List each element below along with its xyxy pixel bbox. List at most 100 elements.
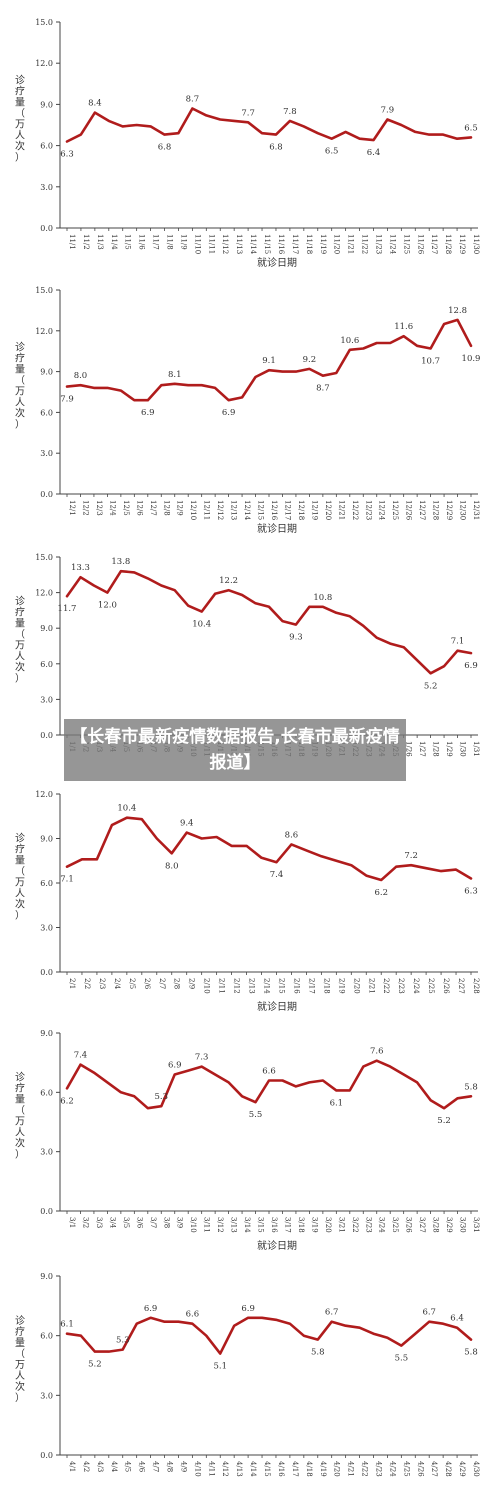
x-tick-label: 1/29: [445, 741, 453, 757]
data-label: 6.1: [60, 1320, 74, 1330]
x-tick-label: 3/14: [243, 1217, 251, 1233]
y-tick-label: 15.0: [35, 553, 53, 562]
x-tick-label: 12/15: [257, 500, 265, 520]
data-label: 6.8: [269, 143, 283, 153]
data-label: 6.7: [325, 1308, 339, 1318]
chart-panel-5: 0.0 3.0 6.0 9.0 3/1 3/2 3/3 3/4 3/5 3/6 3/7 3/8 3/9 3…: [15, 1029, 480, 1252]
x-tick-label: 2/15: [277, 978, 285, 994]
x-tick-label: 11/20: [333, 234, 341, 254]
data-label: 6.3: [464, 887, 478, 897]
series-line: [65, 816, 473, 882]
y-tick-label: 3.0: [40, 924, 53, 933]
x-tick-label: 12/18: [297, 500, 305, 520]
y-tick-label: 15.0: [35, 18, 53, 27]
y-tick-label: 6.0: [40, 660, 53, 669]
chart-panel-1: 0.0 3.0 6.0 9.0 12.0 15.0 11/1 11/2 11/3 11/4 11/5…: [15, 18, 480, 269]
x-tick-label: 4/1: [68, 1461, 76, 1472]
y-tick-label: 6.0: [40, 1088, 53, 1097]
data-label: 13.8: [111, 557, 130, 567]
data-label: 8.7: [186, 95, 200, 105]
x-tick-label: 4/19: [319, 1461, 327, 1477]
y-tick-label: 12.0: [35, 589, 53, 598]
x-tick-label: 4/16: [277, 1461, 285, 1477]
data-label: 6.2: [60, 1096, 74, 1106]
x-tick-label: 2/8: [173, 978, 181, 989]
x-tick-label: 11/28: [444, 234, 452, 254]
data-label: 6.9: [144, 1304, 158, 1314]
x-tick-label: 3/18: [297, 1217, 305, 1233]
x-tick-label: 11/25: [402, 234, 410, 254]
data-label: 5.1: [213, 1362, 227, 1372]
x-tick-label: 2/20: [352, 978, 360, 994]
x-tick-label: 11/11: [207, 234, 215, 254]
x-tick-label: 3/23: [364, 1217, 372, 1233]
x-tick-label: 11/29: [458, 234, 466, 254]
x-tick-label: 4/21: [347, 1461, 355, 1477]
series-line: [65, 1059, 473, 1110]
x-tick-label: 12/2: [81, 500, 89, 516]
x-tick-label: 12/24: [378, 500, 386, 521]
data-label: 6.9: [168, 1061, 182, 1071]
data-label: 5.2: [424, 681, 438, 691]
data-label: 9.2: [303, 355, 317, 365]
y-tick-label: 3.0: [40, 449, 53, 458]
x-tick-label: 12/13: [230, 500, 238, 520]
x-tick-label: 4/15: [263, 1461, 271, 1477]
data-label: 11.7: [58, 604, 77, 614]
data-label: 9.4: [180, 819, 194, 829]
x-tick-label: 4/4: [110, 1461, 118, 1473]
series-line: [65, 1316, 473, 1355]
data-label: 9.3: [289, 633, 303, 643]
chart-panel-2: 0.0 3.0 6.0 9.0 12.0 15.0 12/1 12/2 12/3 12/4 12/5…: [15, 286, 480, 535]
data-label: 5.8: [464, 1348, 478, 1358]
x-tick-label: 3/5: [122, 1217, 130, 1228]
x-tick-label: 4/17: [291, 1461, 299, 1477]
data-label: 7.3: [195, 1053, 209, 1063]
x-tick-label: 4/27: [430, 1461, 438, 1477]
data-label: 9.1: [262, 356, 276, 366]
y-axis-label: 诊疗量（万人次）: [15, 594, 25, 684]
x-tick-label: 12/19: [310, 500, 318, 520]
data-label: 6.1: [330, 1098, 344, 1108]
data-label: 6.9: [222, 408, 236, 418]
x-tick-label: 1/26: [405, 741, 413, 757]
x-tick-label: 4/29: [458, 1461, 466, 1477]
data-label: 8.1: [168, 370, 182, 380]
x-tick-label: 12/12: [216, 500, 224, 520]
x-tick-label: 2/19: [337, 978, 345, 994]
y-tick-label: 9.0: [40, 835, 53, 844]
x-tick-label: 4/30: [472, 1461, 480, 1477]
x-tick-label: 11/8: [166, 234, 174, 250]
x-tick-label: 3/20: [324, 1217, 332, 1233]
x-tick-label: 3/2: [81, 1217, 89, 1228]
data-label: 6.4: [450, 1314, 464, 1324]
y-axis-label: 诊疗量（万人次）: [15, 340, 25, 430]
x-tick-label: 2/22: [382, 978, 390, 994]
x-tick-label: 3/6: [135, 1217, 143, 1229]
x-tick-label: 2/28: [472, 978, 480, 994]
data-label: 10.7: [421, 356, 440, 366]
data-label: 7.8: [283, 107, 297, 117]
x-tick-label: 3/27: [418, 1217, 426, 1233]
data-label: 10.6: [340, 336, 359, 346]
x-tick-label: 11/21: [347, 234, 355, 254]
x-tick-label: 12/27: [418, 500, 426, 520]
data-label: 8.0: [74, 371, 88, 381]
x-tick-label: 2/27: [457, 978, 465, 994]
x-tick-label: 2/21: [367, 978, 375, 994]
x-tick-label: 2/3: [98, 978, 106, 989]
x-tick-label: 11/7: [152, 234, 160, 250]
x-tick-label: 4/24: [388, 1461, 396, 1477]
x-tick-label: 3/13: [230, 1217, 238, 1233]
data-label: 8.7: [316, 384, 330, 394]
data-label: 6.7: [422, 1308, 436, 1318]
y-tick-label: 0.0: [40, 224, 53, 233]
x-tick-label: 3/15: [257, 1217, 265, 1233]
data-label: 5.2: [88, 1360, 102, 1370]
x-tick-label: 12/8: [162, 500, 170, 516]
x-tick-label: 3/8: [162, 1217, 170, 1228]
y-tick-label: 9.0: [40, 1272, 53, 1281]
data-label: 7.4: [74, 1051, 88, 1061]
y-tick-label: 12.0: [35, 59, 53, 68]
x-tick-label: 3/30: [459, 1217, 467, 1233]
